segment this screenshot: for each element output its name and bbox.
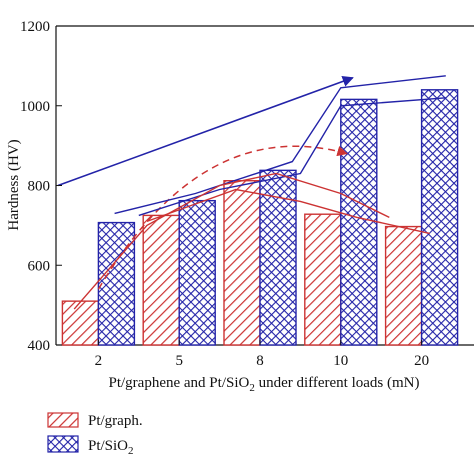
x-axis-ticks: 2 5 8 10 20: [95, 340, 429, 369]
x-tick-label: 8: [256, 353, 264, 369]
legend-swatch-pt-sio2: [47, 435, 79, 453]
blue-envelope-line-upper: [114, 75, 446, 215]
blue-envelope-line-lower: [138, 97, 446, 217]
x-tick-label: 20: [414, 353, 429, 369]
y-axis-title: Hardness (HV): [6, 139, 22, 230]
x-tick-label: 10: [333, 353, 348, 369]
trend-annotations: [57, 75, 446, 310]
legend-label-pt-sio2-main: Pt/SiO: [88, 438, 128, 454]
bar-pt-sio2: [420, 89, 459, 346]
bar-pt-graph: [223, 180, 261, 346]
x-axis-title-subscript: 2: [249, 382, 255, 394]
red-envelope-line-upper: [73, 172, 390, 310]
legend-label-pt-graph: Pt/graph.: [88, 413, 143, 429]
y-axis-ticks: 400 600 800 1000 1200: [20, 19, 62, 354]
red-dashed-trend-arrow: [97, 145, 348, 290]
y-tick-label: 1200: [20, 19, 50, 35]
red-envelope-line-lower: [146, 188, 430, 235]
y-tick-label: 1000: [20, 99, 50, 115]
legend-label-pt-sio2: Pt/SiO2: [88, 438, 134, 457]
bars: [61, 89, 459, 346]
x-tick-label: 2: [95, 353, 103, 369]
bar-pt-graph: [304, 213, 342, 346]
x-tick-label: 5: [175, 353, 183, 369]
x-axis-title: Pt/graphene and Pt/SiO2 under different …: [109, 375, 420, 394]
y-tick-label: 800: [28, 179, 51, 195]
x-axis-title-main: Pt/graphene and Pt/SiO: [109, 375, 250, 391]
legend-swatch-pt-graph: [47, 412, 79, 428]
y-tick-label: 400: [28, 338, 51, 354]
legend-label-pt-sio2-subscript: 2: [128, 445, 134, 457]
bar-pt-graph: [61, 300, 100, 346]
blue-trend-arrow: [57, 75, 354, 187]
bar-pt-sio2: [178, 199, 216, 346]
bar-pt-graph: [142, 214, 180, 346]
bar-pt-sio2: [259, 169, 297, 346]
bar-pt-graph: [384, 225, 423, 346]
bar-pt-sio2: [340, 98, 378, 346]
y-tick-label: 600: [28, 258, 51, 274]
legend: Pt/graph. Pt/SiO2: [47, 412, 143, 457]
x-axis-title-tail: under different loads (mN): [255, 375, 420, 391]
bar-pt-sio2: [97, 221, 136, 346]
